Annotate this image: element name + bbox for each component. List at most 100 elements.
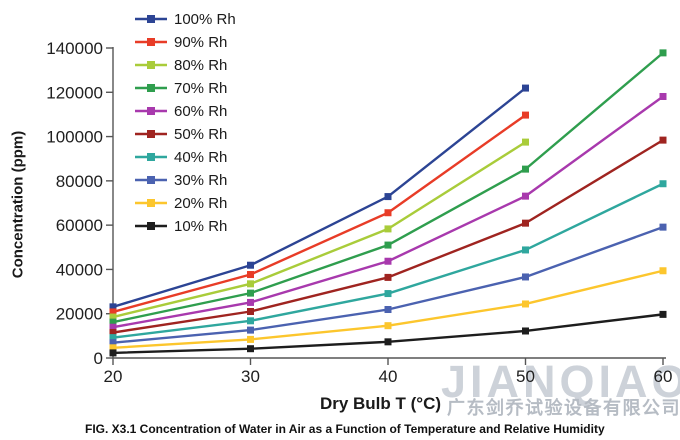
data-point-90-rh <box>522 111 529 119</box>
legend-label: 30% Rh <box>174 172 227 189</box>
series-line-90-rh <box>112 114 527 314</box>
legend-item: 90% Rh <box>135 34 227 51</box>
legend-marker-swatch <box>147 107 155 115</box>
series-line-80-rh <box>112 141 527 319</box>
data-point-40-rh <box>247 317 254 325</box>
data-point-30-rh <box>247 326 254 334</box>
legend-label: 40% Rh <box>174 149 227 166</box>
y-axis-title: Concentration (ppm) <box>9 130 27 279</box>
data-point-70-rh <box>659 49 667 57</box>
legend-item: 100% Rh <box>135 11 236 28</box>
data-point-100-rh <box>522 84 529 92</box>
data-point-70-rh <box>384 241 392 249</box>
data-point-40-rh <box>522 246 529 254</box>
data-point-50-rh <box>109 329 117 337</box>
legend-marker-swatch <box>147 38 155 46</box>
data-point-10-rh <box>522 327 529 335</box>
data-point-40-rh <box>384 290 392 298</box>
data-point-90-rh <box>384 209 392 217</box>
legend-marker-swatch <box>147 15 155 23</box>
data-point-50-rh <box>522 219 529 227</box>
data-point-90-rh <box>109 308 117 316</box>
legend-label: 70% Rh <box>174 80 227 97</box>
x-tick-label: 50 <box>516 367 535 386</box>
data-point-20-rh <box>109 344 117 352</box>
data-point-60-rh <box>522 192 529 200</box>
x-tick-label: 40 <box>379 367 398 386</box>
data-point-60-rh <box>109 323 117 331</box>
data-point-80-rh <box>522 138 529 146</box>
data-point-30-rh <box>109 339 117 347</box>
y-tick-label: 80000 <box>56 172 103 191</box>
legend-label: 100% Rh <box>174 11 236 28</box>
x-tick-label: 20 <box>104 367 123 386</box>
data-point-30-rh <box>522 273 529 281</box>
y-tick-label: 20000 <box>56 305 103 324</box>
data-point-50-rh <box>659 136 667 144</box>
legend-item: 20% Rh <box>135 195 227 212</box>
y-tick-label: 120000 <box>46 83 103 102</box>
data-point-70-rh <box>109 318 117 326</box>
legend-marker-swatch <box>147 199 155 207</box>
legend-item: 10% Rh <box>135 218 227 235</box>
x-axis-title: Dry Bulb T (°C) <box>319 394 442 413</box>
watermark-company-text: 广东剑乔试验设备有限公司 <box>447 398 680 418</box>
data-point-10-rh <box>384 338 392 346</box>
legend: 100% Rh 90% Rh 80% Rh 70% Rh 60% Rh 50% Rh 40%… <box>135 11 236 235</box>
legend-label: 20% Rh <box>174 195 227 212</box>
legend-label: 50% Rh <box>174 126 227 143</box>
legend-marker-swatch <box>147 176 155 184</box>
data-point-80-rh <box>384 225 392 233</box>
data-point-40-rh <box>109 334 117 342</box>
legend-item: 80% Rh <box>135 57 227 74</box>
legend-item: 50% Rh <box>135 126 227 143</box>
data-point-20-rh <box>659 267 667 275</box>
data-point-60-rh <box>247 298 254 306</box>
legend-label: 80% Rh <box>174 57 227 74</box>
legend-label: 90% Rh <box>174 34 227 51</box>
watermark-brand-text: JIANQIAO <box>441 356 680 407</box>
legend-label: 10% Rh <box>174 218 227 235</box>
legend-marker-swatch <box>147 61 155 69</box>
data-point-70-rh <box>522 165 529 173</box>
x-tick-label: 60 <box>654 367 673 386</box>
x-tick-label: 30 <box>241 367 260 386</box>
legend-marker-swatch <box>147 222 155 230</box>
data-point-20-rh <box>522 300 529 308</box>
data-point-100-rh <box>384 193 392 201</box>
figure-caption: FIG. X3.1 Concentration of Water in Air … <box>85 422 605 436</box>
data-point-60-rh <box>384 257 392 265</box>
data-point-80-rh <box>109 313 117 321</box>
data-point-50-rh <box>247 308 254 315</box>
data-point-50-rh <box>384 273 392 281</box>
y-tick-label: 140000 <box>46 39 103 58</box>
data-point-20-rh <box>247 335 254 343</box>
data-point-80-rh <box>247 280 254 288</box>
data-point-70-rh <box>247 289 254 297</box>
data-point-10-rh <box>247 345 254 353</box>
legend-label: 60% Rh <box>174 103 227 120</box>
data-point-40-rh <box>659 180 667 188</box>
data-point-30-rh <box>659 223 667 231</box>
series-line-100-rh <box>112 87 527 308</box>
legend-marker-swatch <box>147 153 155 161</box>
data-point-100-rh <box>247 261 254 269</box>
data-point-10-rh <box>109 349 117 357</box>
data-point-10-rh <box>659 310 667 318</box>
data-point-60-rh <box>659 92 667 100</box>
legend-marker-swatch <box>147 84 155 92</box>
legend-item: 40% Rh <box>135 149 227 166</box>
legend-item: 60% Rh <box>135 103 227 120</box>
legend-item: 70% Rh <box>135 80 227 97</box>
legend-marker-swatch <box>147 130 155 138</box>
legend-item: 30% Rh <box>135 172 227 189</box>
y-tick-label: 100000 <box>46 128 103 147</box>
data-point-90-rh <box>247 271 254 279</box>
data-point-100-rh <box>109 303 117 311</box>
y-tick-label: 0 <box>94 349 103 368</box>
data-point-20-rh <box>384 322 392 330</box>
data-point-30-rh <box>384 306 392 314</box>
y-tick-label: 60000 <box>56 216 103 235</box>
